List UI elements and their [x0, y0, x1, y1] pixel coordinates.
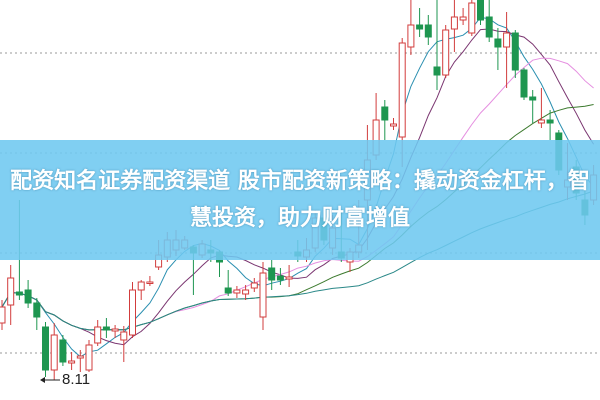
candle-body	[442, 29, 450, 76]
candle-body	[33, 302, 41, 318]
candle-body	[129, 289, 136, 336]
candle-body	[7, 277, 15, 306]
candle-body	[102, 326, 110, 331]
candle-body	[529, 96, 537, 101]
low-price-label: 8.11	[62, 371, 91, 388]
candle-body	[381, 106, 389, 121]
candle-body	[76, 355, 84, 359]
candle-body	[433, 66, 441, 76]
candle-body	[494, 38, 502, 48]
moving-average-line	[1, 16, 594, 358]
candle-body	[537, 119, 545, 124]
page-title: 配资知名证券配资渠道 股市配资新策略：撬动资金杠杆，智慧投资，助力财富增值	[10, 169, 590, 231]
candle-body	[503, 32, 511, 48]
candle-body	[59, 339, 67, 363]
candle-body	[68, 360, 76, 364]
candle-body	[416, 24, 424, 30]
candle-body	[390, 123, 397, 127]
candle-body	[250, 282, 258, 289]
candle-body	[485, 16, 493, 38]
candle-body	[85, 344, 93, 371]
candle-body	[242, 289, 250, 295]
candle-body	[137, 281, 145, 291]
candle-body	[477, 0, 484, 21]
candle-body	[520, 69, 528, 98]
candle-body	[468, 2, 476, 34]
candle-body	[120, 331, 128, 341]
candle-body	[285, 276, 293, 280]
candle-body	[111, 328, 119, 332]
candle-body	[50, 334, 58, 371]
low-marker-arrow-icon	[40, 377, 45, 383]
candle-body	[398, 42, 406, 138]
candle-body	[0, 306, 6, 324]
candle-body	[407, 24, 415, 48]
candle-body	[42, 326, 49, 371]
candle-body	[94, 326, 102, 344]
candle-body	[424, 24, 432, 38]
candle-body	[15, 291, 23, 296]
title-banner	[0, 140, 600, 260]
candle-body	[450, 16, 458, 30]
candle-body	[146, 281, 154, 284]
candle-body	[268, 267, 276, 281]
candle-body	[224, 287, 232, 294]
candle-body	[233, 289, 241, 294]
candle-body	[546, 119, 554, 124]
candle-body	[459, 16, 467, 21]
candle-body	[259, 272, 267, 318]
candle-body	[511, 32, 519, 71]
candle-body	[276, 275, 284, 281]
candle-body	[24, 289, 32, 304]
